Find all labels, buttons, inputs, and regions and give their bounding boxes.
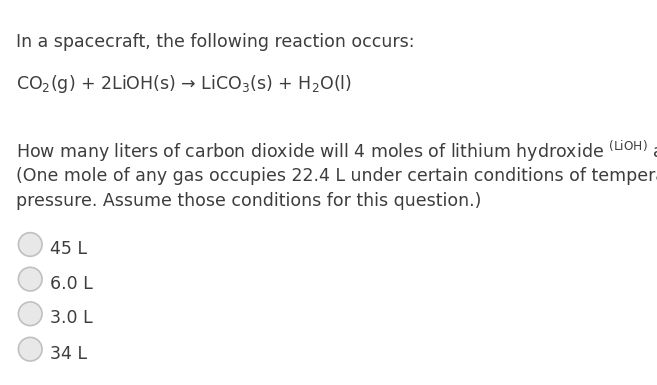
- Ellipse shape: [18, 337, 42, 361]
- Text: In a spacecraft, the following reaction occurs:: In a spacecraft, the following reaction …: [16, 33, 415, 51]
- Text: How many liters of carbon dioxide will 4 moles of lithium hydroxide $^{\sf{(LiOH: How many liters of carbon dioxide will 4…: [16, 139, 657, 164]
- Text: (One mole of any gas occupies 22.4 L under certain conditions of temperature and: (One mole of any gas occupies 22.4 L und…: [16, 167, 657, 186]
- Text: 34 L: 34 L: [50, 345, 87, 363]
- Ellipse shape: [18, 302, 42, 326]
- Ellipse shape: [18, 267, 42, 291]
- Text: CO$_2$(g) + 2LiOH(s) → LiCO$_3$(s) + H$_2$O(l): CO$_2$(g) + 2LiOH(s) → LiCO$_3$(s) + H$_…: [16, 73, 352, 95]
- Text: pressure. Assume those conditions for this question.): pressure. Assume those conditions for th…: [16, 192, 482, 211]
- Ellipse shape: [18, 233, 42, 256]
- Text: 3.0 L: 3.0 L: [50, 309, 93, 327]
- Text: 45 L: 45 L: [50, 240, 87, 258]
- Text: 6.0 L: 6.0 L: [50, 275, 93, 293]
